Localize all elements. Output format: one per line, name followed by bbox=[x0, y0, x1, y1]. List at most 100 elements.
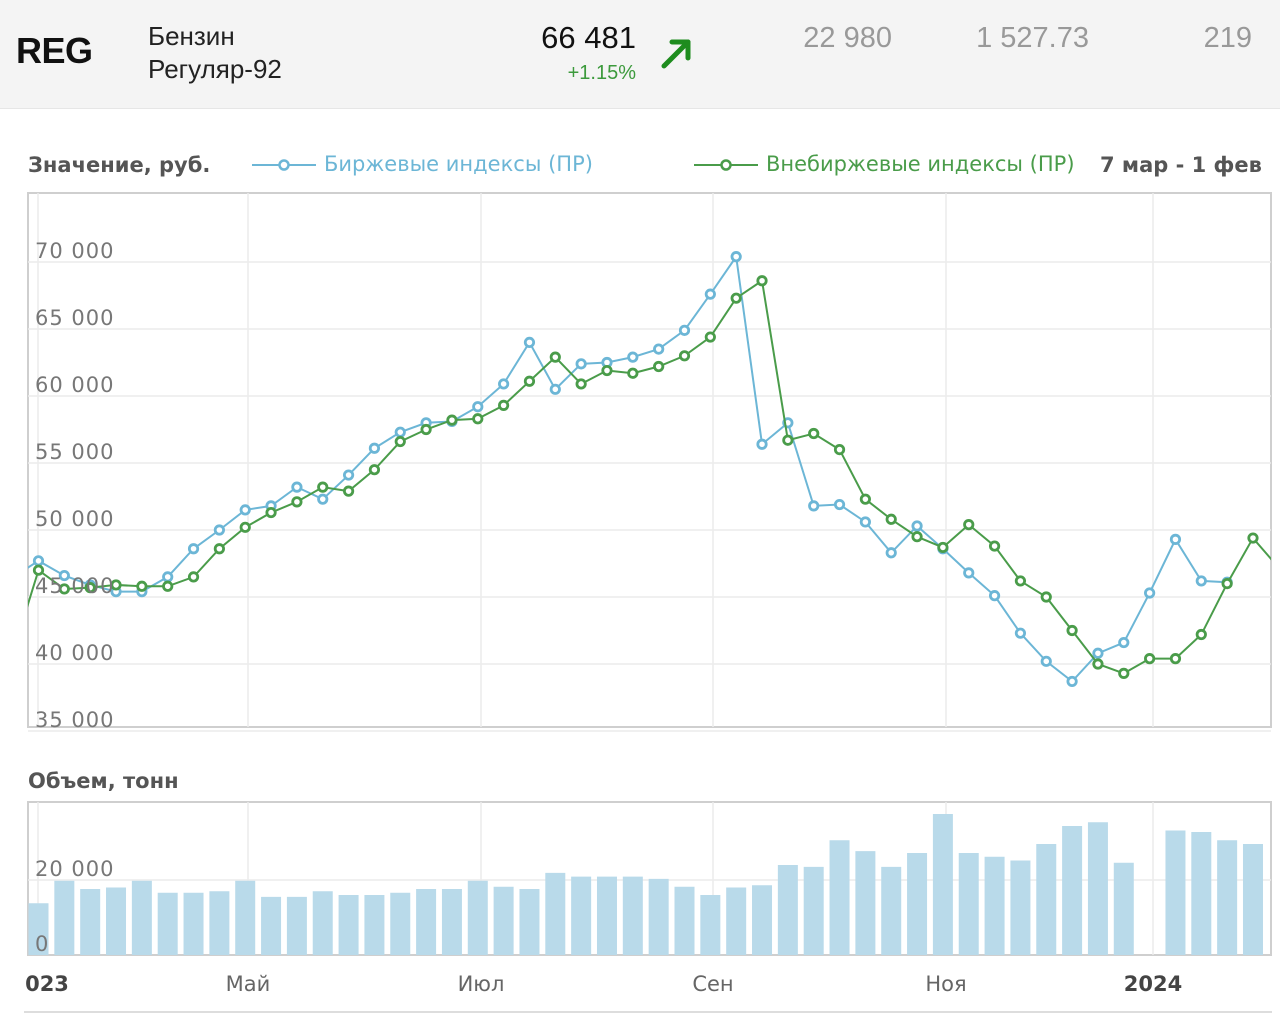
series-point-0 bbox=[1195, 575, 1207, 587]
series-point-0 bbox=[32, 555, 45, 567]
series-point-1 bbox=[782, 434, 794, 446]
series-point-1 bbox=[678, 350, 691, 362]
axis-labels: 70 000 65 000 60 000 55 000 50 000 45 000 40 0… bbox=[24, 239, 1272, 1013]
volume-bar bbox=[700, 895, 721, 955]
series-point-0 bbox=[342, 469, 355, 481]
series-point-0 bbox=[988, 590, 1001, 602]
x-tick-label: 023 bbox=[25, 972, 69, 996]
x-tick-label: Сен bbox=[692, 972, 733, 996]
series-point-1 bbox=[627, 367, 639, 379]
legend-exchange-label: Биржевые индексы (ПР) bbox=[324, 152, 593, 176]
volume-bar bbox=[80, 889, 101, 955]
series-point-1 bbox=[988, 540, 1001, 552]
series-point-1 bbox=[885, 513, 897, 525]
volume-bar bbox=[726, 887, 747, 955]
volume-bar bbox=[338, 895, 359, 955]
volume-bar bbox=[1087, 822, 1108, 955]
series-point-0 bbox=[368, 442, 381, 454]
volume-bar bbox=[777, 865, 798, 955]
series-point-1 bbox=[136, 580, 148, 592]
series-point-0 bbox=[653, 343, 665, 355]
instrument-name: Бензин Регуляр-92 bbox=[148, 20, 282, 86]
series-point-1 bbox=[420, 423, 432, 436]
series-point-1 bbox=[1066, 624, 1078, 637]
series-point-0 bbox=[1040, 655, 1052, 667]
volume-bar bbox=[54, 880, 75, 955]
series-point-1 bbox=[523, 375, 536, 387]
x-tick-label: Ноя bbox=[925, 972, 966, 996]
price-grid bbox=[27, 192, 1272, 732]
series-point-0 bbox=[213, 524, 225, 536]
price-lines bbox=[28, 251, 1271, 688]
legend-exchange[interactable]: Биржевые индексы (ПР) bbox=[252, 152, 593, 176]
volume-bars bbox=[28, 814, 1263, 955]
series-point-0 bbox=[1014, 627, 1027, 639]
x-tick-label: Май bbox=[226, 972, 271, 996]
series-point-1 bbox=[859, 493, 871, 505]
volume-bar bbox=[881, 866, 902, 955]
price-series-group bbox=[28, 251, 1271, 688]
price-tick-label: 50 000 bbox=[35, 507, 114, 531]
ticker-header: REG Бензин Регуляр-92 66 481 +1.15% 22 9… bbox=[0, 0, 1280, 109]
series-point-0 bbox=[472, 401, 484, 413]
series-point-1 bbox=[704, 331, 716, 343]
volume-bar bbox=[209, 891, 230, 955]
volume-axis-title: Объем, тонн bbox=[28, 769, 179, 793]
series-point-1 bbox=[265, 506, 277, 519]
series-point-0 bbox=[1066, 675, 1078, 688]
series-point-0 bbox=[187, 543, 200, 555]
volume-bar bbox=[803, 866, 824, 955]
series-point-1 bbox=[1221, 577, 1233, 590]
price-plot-area bbox=[27, 192, 1272, 728]
volume-bar bbox=[467, 880, 488, 955]
series-point-1 bbox=[368, 464, 381, 476]
volume-bar bbox=[622, 876, 643, 955]
legend-otc[interactable]: Внебиржевые индексы (ПР) bbox=[694, 152, 1075, 176]
series-point-0 bbox=[756, 438, 768, 450]
volume-bar bbox=[183, 892, 204, 955]
stat-volume: 22 980 bbox=[803, 22, 892, 54]
stat-deals: 219 bbox=[1203, 22, 1252, 54]
price-tick-label: 55 000 bbox=[35, 440, 114, 464]
instrument-name-line1: Бензин bbox=[148, 21, 235, 51]
series-point-1 bbox=[808, 427, 820, 440]
series-point-1 bbox=[730, 292, 742, 304]
volume-bar bbox=[1062, 826, 1083, 955]
series-point-0 bbox=[549, 383, 561, 395]
x-tick-label: Июл bbox=[458, 972, 505, 996]
volume-bar bbox=[1217, 840, 1238, 955]
series-point-1 bbox=[291, 496, 303, 508]
volume-bar bbox=[441, 889, 462, 955]
volume-bar bbox=[131, 880, 152, 955]
volume-bar bbox=[416, 889, 437, 955]
stat-amount: 1 527.73 bbox=[976, 22, 1089, 54]
series-point-0 bbox=[808, 500, 820, 512]
volume-bar bbox=[364, 895, 385, 955]
volume-bar bbox=[106, 887, 127, 955]
x-tick-label: 2024 bbox=[1124, 972, 1182, 996]
series-point-0 bbox=[575, 358, 587, 370]
volume-bar bbox=[545, 872, 566, 955]
volume-bar bbox=[390, 892, 411, 955]
volume-bar bbox=[286, 896, 307, 955]
series-point-1 bbox=[1118, 667, 1130, 679]
last-price: 66 481 bbox=[541, 20, 636, 55]
volume-bar bbox=[519, 889, 540, 955]
volume-bar bbox=[674, 886, 695, 955]
price-tick-label: 35 000 bbox=[35, 708, 114, 732]
volume-tick-label: 20 000 bbox=[35, 857, 114, 881]
series-point-0 bbox=[885, 547, 897, 559]
series-point-1 bbox=[937, 541, 949, 554]
series-point-1 bbox=[911, 531, 923, 543]
series-point-1 bbox=[446, 414, 458, 426]
series-point-1 bbox=[187, 571, 200, 583]
series-point-1 bbox=[1040, 591, 1052, 603]
series-point-0 bbox=[911, 520, 923, 532]
series-point-0 bbox=[833, 498, 846, 511]
price-tick-label: 45 000 bbox=[35, 574, 114, 598]
series-point-1 bbox=[1169, 653, 1182, 665]
volume-bar bbox=[235, 880, 256, 955]
date-range[interactable]: 7 мар - 1 фев bbox=[1100, 153, 1262, 177]
series-point-0 bbox=[523, 336, 536, 348]
